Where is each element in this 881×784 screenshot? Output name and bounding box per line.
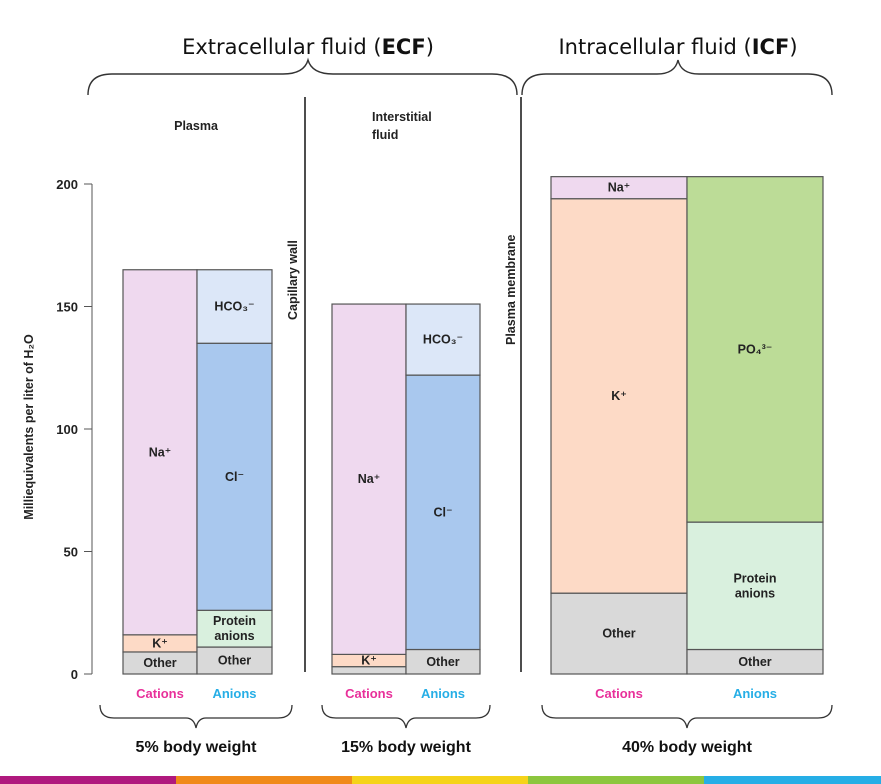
group-footer: 40% body weight <box>622 739 752 756</box>
bar-segment-k- <box>550 198 688 594</box>
capillary-wall-label: Capillary wall <box>286 240 300 320</box>
cations-label: Cations <box>345 686 393 701</box>
plasma-label: Plasma <box>174 119 219 133</box>
y-tick-label: 0 <box>71 667 78 682</box>
bar-segment-hco3- <box>196 269 273 344</box>
bar-segment-na- <box>331 303 407 655</box>
segment-label: K⁺ <box>152 636 168 650</box>
segment-label: Protein anions <box>733 571 776 600</box>
bar-segment-cl- <box>196 342 273 611</box>
bar-segment-other <box>686 648 824 675</box>
segment-label: PO₄³⁻ <box>738 342 773 356</box>
ecf-brace <box>87 57 518 96</box>
segment-label: Other <box>218 654 251 668</box>
stripe-segment <box>352 776 528 784</box>
interstitial-label-2: fluid <box>372 128 398 142</box>
bar-segment-cl- <box>405 374 481 651</box>
bar-segment-po4-3- <box>686 176 824 523</box>
bar-segment-other <box>331 666 407 675</box>
y-tick-label: 200 <box>56 177 78 192</box>
cations-label: Cations <box>595 686 643 701</box>
segment-label: Other <box>143 656 176 670</box>
plasma-membrane-label: Plasma membrane <box>504 234 518 345</box>
segment-label: Other <box>602 627 635 641</box>
anions-label: Anions <box>421 686 465 701</box>
segment-label: Protein anions <box>213 614 256 643</box>
segment-label: K⁺ <box>611 389 627 403</box>
group-footer: 15% body weight <box>341 739 471 756</box>
anions-label: Anions <box>733 686 777 701</box>
segment-label: K⁺ <box>361 654 377 668</box>
anions-label: Anions <box>212 686 256 701</box>
y-ticks: 0 50 100 150 200 <box>56 177 92 682</box>
stripe-segment <box>0 776 176 784</box>
y-axis-title: Milliequivalents per liter of H₂O <box>22 334 36 520</box>
group-brace <box>541 704 833 729</box>
segment-label: HCO₃⁻ <box>423 333 463 347</box>
icf-brace <box>521 59 833 96</box>
stripe-segment <box>176 776 352 784</box>
segment-label: Cl⁻ <box>433 505 452 519</box>
segment-label: Na⁺ <box>608 181 631 195</box>
bottom-labels: Cations Anions 5% body weight Cations Anions… <box>99 686 833 756</box>
icf-header: Intracellular fluid (ICF) <box>558 35 797 59</box>
bar-segment-hco3- <box>405 303 481 376</box>
segment-label: Other <box>426 655 459 669</box>
group-footer: 5% body weight <box>136 739 258 756</box>
ecf-header: Extracellular fluid (ECF) <box>182 35 434 59</box>
cations-label: Cations <box>136 686 184 701</box>
bars: Other K⁺ Na⁺ Other Protein anions Cl⁻ HCO₃⁻ K⁺ Na… <box>122 176 824 675</box>
segment-label: Na⁺ <box>358 472 381 486</box>
stripe-segment <box>528 776 704 784</box>
segment-label: Na⁺ <box>149 445 172 459</box>
bar-segment-other <box>196 646 273 675</box>
segment-label: Other <box>738 655 771 669</box>
stripe-segment <box>704 776 881 784</box>
y-tick-label: 100 <box>56 422 78 437</box>
y-tick-label: 150 <box>56 300 78 315</box>
bar-segment-protein-anions <box>686 521 824 651</box>
segment-label: HCO₃⁻ <box>214 300 254 314</box>
bar-segment-protein-anions <box>196 609 273 648</box>
bar-segment-other <box>550 592 688 675</box>
interstitial-label: Interstitial <box>372 110 432 124</box>
y-tick-label: 50 <box>64 545 78 560</box>
group-brace <box>99 704 293 729</box>
group-brace <box>321 704 491 729</box>
segment-label: Cl⁻ <box>225 470 244 484</box>
